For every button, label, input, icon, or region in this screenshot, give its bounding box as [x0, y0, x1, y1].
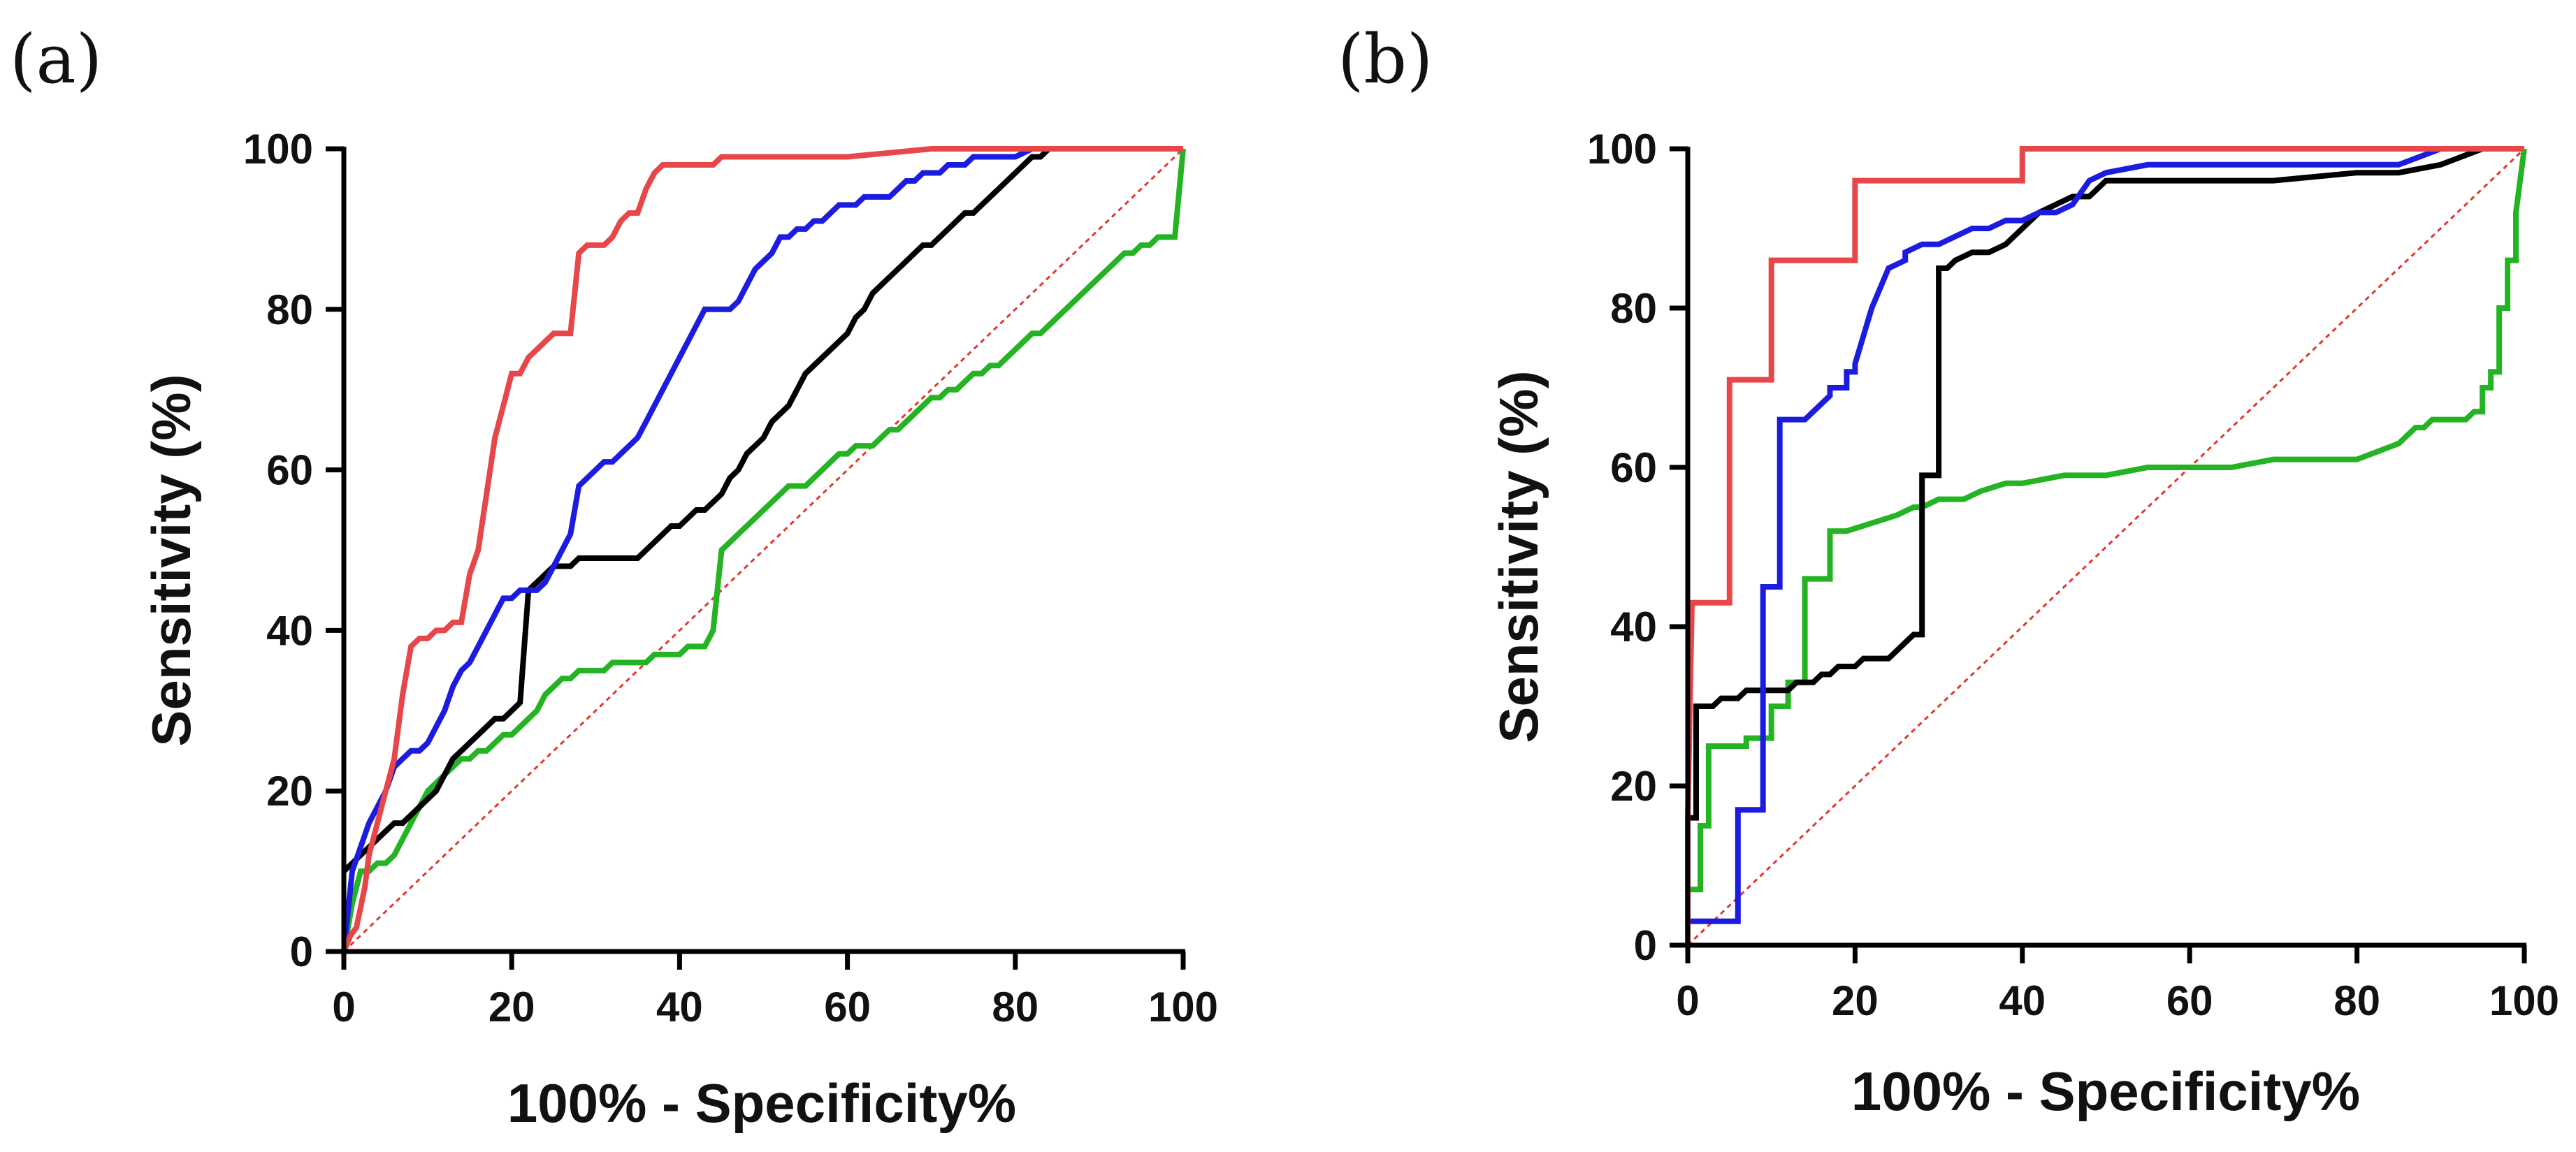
panel-a-y-tick-label: 0: [290, 928, 313, 975]
panel-b-y-tick-label: 100: [1587, 126, 1657, 173]
panel-a-black-curve: [342, 146, 1183, 873]
panel-a-y-tick-label: 40: [266, 607, 313, 654]
panel-a-green-curve: [341, 148, 1186, 952]
panel-b-x-tick-label: 0: [1676, 977, 1699, 1024]
panel-a-reference-line: [342, 147, 1185, 953]
panel-b-y-tick-label: 80: [1610, 285, 1657, 332]
panel-b-x-tick-label: 20: [1832, 977, 1879, 1024]
panel-a-y-axis-title: Sensitivity (%): [140, 374, 202, 746]
panel-b-blue-curve: [1688, 146, 2524, 924]
panel-b-reference-line: [1686, 147, 2526, 947]
panel-a-x-tick-label: 0: [332, 984, 355, 1030]
panel-b-black-curve: [1688, 146, 2524, 821]
panel-b-y-tick-label: 60: [1610, 444, 1657, 491]
panel-b-x-tick-label: 100: [2489, 977, 2559, 1024]
panel-a-red-curve: [341, 146, 1183, 953]
panel-b-x-tick-label: 60: [2166, 977, 2213, 1024]
panel-a-y-tick-label: 60: [266, 447, 313, 494]
panel-a-x-tick-label: 80: [992, 984, 1039, 1030]
panel-a-y-tick-label: 80: [266, 286, 313, 333]
panel-a-x-tick-label: 20: [489, 984, 535, 1030]
panel-b-y-axis-title: Sensitivity (%): [1488, 370, 1549, 743]
panel-b-plot-area: 0 20 40 60 80 100 0 20 40 60 80 100: [1587, 126, 2559, 1024]
panel-a-x-axis-title: 100% - Specificity%: [507, 1072, 1016, 1134]
panel-a-y-tick-label: 20: [266, 768, 313, 815]
panel-b-y-tick-label: 40: [1610, 604, 1657, 650]
panel-a-x-tick-label: 100: [1148, 984, 1218, 1030]
panel-b-y-tick-label: 0: [1634, 922, 1657, 969]
panel-a-plot-area: 0 20 40 60 80 100 0 20 40 60 80 100: [243, 126, 1218, 1030]
panel-b-x-tick-label: 80: [2333, 977, 2380, 1024]
panel-b-y-tick-label: 20: [1610, 763, 1657, 810]
panel-a-y-tick-label: 100: [243, 126, 313, 173]
panel-b-label: (b): [1338, 20, 1433, 99]
panel-b-green-curve: [1688, 148, 2527, 893]
panel-a: (a) 0 20 40 60 80 100 0 20 40 60 80 100 100% - Spec…: [10, 20, 1218, 1134]
panel-b-x-tick-label: 40: [1999, 977, 2046, 1024]
panel-a-x-tick-label: 40: [656, 984, 703, 1030]
panel-b-red-curve: [1685, 146, 2524, 945]
panel-b-x-axis-title: 100% - Specificity%: [1851, 1060, 2360, 1122]
panel-a-x-tick-label: 60: [824, 984, 871, 1030]
panel-a-blue-curve: [341, 146, 1183, 952]
panel-b: (b) 0 20 40 60 80 100 0 20 40 60 80 100 100% - Spec…: [1338, 20, 2559, 1122]
panel-a-label: (a): [10, 20, 102, 99]
